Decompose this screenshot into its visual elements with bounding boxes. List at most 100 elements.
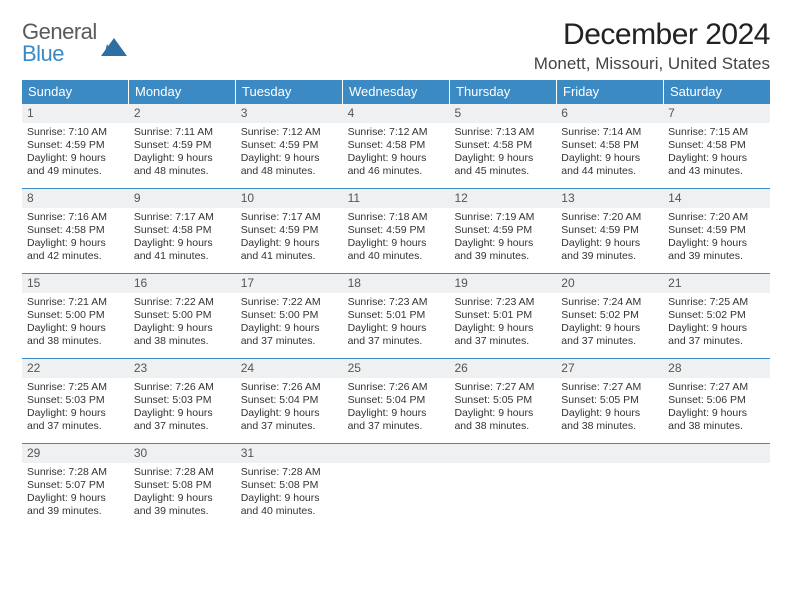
sunrise-text: Sunrise: 7:28 AM (134, 466, 231, 479)
day-number: 25 (343, 359, 450, 378)
day-cell-empty (663, 444, 770, 528)
day-cell-empty (449, 444, 556, 528)
title-block: December 2024 Monett, Missouri, United S… (534, 18, 770, 74)
sunset-text: Sunset: 5:00 PM (27, 309, 124, 322)
week-row: 29Sunrise: 7:28 AMSunset: 5:07 PMDayligh… (22, 443, 770, 528)
sunrise-text: Sunrise: 7:24 AM (561, 296, 658, 309)
sunset-text: Sunset: 4:58 PM (561, 139, 658, 152)
sunrise-text: Sunrise: 7:28 AM (27, 466, 124, 479)
day-cell: 27Sunrise: 7:27 AMSunset: 5:05 PMDayligh… (556, 359, 663, 443)
day-number: 6 (556, 104, 663, 123)
daylight-text: Daylight: 9 hours and 49 minutes. (27, 152, 124, 178)
location-text: Monett, Missouri, United States (534, 54, 770, 74)
calendar-page: General Blue December 2024 Monett, Misso… (0, 0, 792, 538)
sunrise-text: Sunrise: 7:26 AM (241, 381, 338, 394)
weekday-header: Thursday (450, 80, 557, 104)
day-number: 10 (236, 189, 343, 208)
sunset-text: Sunset: 5:04 PM (348, 394, 445, 407)
day-number: 23 (129, 359, 236, 378)
sunrise-text: Sunrise: 7:28 AM (241, 466, 338, 479)
day-cell: 29 Sunrise: 7:28 AMSunset: 5:07 PMDayligh… (22, 444, 129, 528)
daylight-text: Daylight: 9 hours and 37 minutes. (348, 407, 445, 433)
sunrise-text: Sunrise: 7:23 AM (348, 296, 445, 309)
day-number: 22 (22, 359, 129, 378)
day-cell: 24Sunrise: 7:26 AMSunset: 5:04 PMDayligh… (236, 359, 343, 443)
day-cell: 16Sunrise: 7:22 AMSunset: 5:00 PMDayligh… (129, 274, 236, 358)
daylight-text: Daylight: 9 hours and 38 minutes. (561, 407, 658, 433)
sunrise-text: Sunrise: 7:19 AM (454, 211, 551, 224)
weekday-header-row: SundayMondayTuesdayWednesdayThursdayFrid… (22, 80, 770, 104)
daylight-text: Daylight: 9 hours and 39 minutes. (668, 237, 765, 263)
day-number: 17 (236, 274, 343, 293)
day-cell-empty (343, 444, 450, 528)
day-cell: 6Sunrise: 7:14 AMSunset: 4:58 PMDaylight… (556, 104, 663, 188)
weekday-header: Saturday (664, 80, 770, 104)
day-cell: 28Sunrise: 7:27 AMSunset: 5:06 PMDayligh… (663, 359, 770, 443)
daylight-text: Daylight: 9 hours and 37 minutes. (348, 322, 445, 348)
day-number: 8 (22, 189, 129, 208)
logo-word-blue: Blue (22, 41, 64, 66)
sunset-text: Sunset: 5:07 PM (27, 479, 124, 492)
day-cell: 18Sunrise: 7:23 AMSunset: 5:01 PMDayligh… (343, 274, 450, 358)
sunset-text: Sunset: 4:59 PM (241, 139, 338, 152)
sunset-text: Sunset: 4:59 PM (561, 224, 658, 237)
sunrise-text: Sunrise: 7:12 AM (241, 126, 338, 139)
day-cell: 4Sunrise: 7:12 AMSunset: 4:58 PMDaylight… (343, 104, 450, 188)
sunset-text: Sunset: 5:01 PM (348, 309, 445, 322)
day-cell: 22 Sunrise: 7:25 AMSunset: 5:03 PMDayligh… (22, 359, 129, 443)
daylight-text: Daylight: 9 hours and 39 minutes. (454, 237, 551, 263)
sunset-text: Sunset: 5:04 PM (241, 394, 338, 407)
sunset-text: Sunset: 4:59 PM (27, 139, 124, 152)
sunset-text: Sunset: 4:59 PM (348, 224, 445, 237)
sunset-text: Sunset: 5:01 PM (454, 309, 551, 322)
sunrise-text: Sunrise: 7:10 AM (27, 126, 124, 139)
sunrise-text: Sunrise: 7:11 AM (134, 126, 231, 139)
day-cell: 25Sunrise: 7:26 AMSunset: 5:04 PMDayligh… (343, 359, 450, 443)
sunrise-text: Sunrise: 7:25 AM (668, 296, 765, 309)
day-cell: 31Sunrise: 7:28 AMSunset: 5:08 PMDayligh… (236, 444, 343, 528)
sunset-text: Sunset: 5:00 PM (134, 309, 231, 322)
day-cell: 3Sunrise: 7:12 AMSunset: 4:59 PMDaylight… (236, 104, 343, 188)
daylight-text: Daylight: 9 hours and 46 minutes. (348, 152, 445, 178)
day-number: 14 (663, 189, 770, 208)
daylight-text: Daylight: 9 hours and 37 minutes. (134, 407, 231, 433)
week-row: 22Sunrise: 7:25 AMSunset: 5:03 PMDayligh… (22, 358, 770, 443)
daylight-text: Daylight: 9 hours and 38 minutes. (27, 322, 124, 348)
sunrise-text: Sunrise: 7:15 AM (668, 126, 765, 139)
sunrise-text: Sunrise: 7:22 AM (241, 296, 338, 309)
day-cell: 15Sunrise: 7:21 AMSunset: 5:00 PMDayligh… (22, 274, 129, 358)
day-cell: 9Sunrise: 7:17 AMSunset: 4:58 PMDaylight… (129, 189, 236, 273)
daylight-text: Daylight: 9 hours and 37 minutes. (241, 407, 338, 433)
daylight-text: Daylight: 9 hours and 38 minutes. (134, 322, 231, 348)
day-number (663, 444, 770, 463)
sunrise-text: Sunrise: 7:17 AM (241, 211, 338, 224)
day-cell: 23Sunrise: 7:26 AMSunset: 5:03 PMDayligh… (129, 359, 236, 443)
daylight-text: Daylight: 9 hours and 48 minutes. (241, 152, 338, 178)
day-cell: 13Sunrise: 7:20 AMSunset: 4:59 PMDayligh… (556, 189, 663, 273)
day-number: 12 (449, 189, 556, 208)
daylight-text: Daylight: 9 hours and 40 minutes. (241, 492, 338, 518)
week-row: 8Sunrise: 7:16 AMSunset: 4:58 PMDaylight… (22, 188, 770, 273)
sunrise-text: Sunrise: 7:25 AM (27, 381, 124, 394)
daylight-text: Daylight: 9 hours and 39 minutes. (27, 492, 124, 518)
daylight-text: Daylight: 9 hours and 37 minutes. (27, 407, 124, 433)
daylight-text: Daylight: 9 hours and 42 minutes. (27, 237, 124, 263)
week-row: 1Sunrise: 7:10 AMSunset: 4:59 PMDaylight… (22, 104, 770, 188)
logo: General Blue (22, 22, 127, 66)
sunset-text: Sunset: 5:03 PM (134, 394, 231, 407)
day-cell: 12Sunrise: 7:19 AMSunset: 4:59 PMDayligh… (449, 189, 556, 273)
day-number: 19 (449, 274, 556, 293)
sunset-text: Sunset: 5:05 PM (454, 394, 551, 407)
day-number: 29 (22, 444, 129, 463)
day-cell: 19Sunrise: 7:23 AMSunset: 5:01 PMDayligh… (449, 274, 556, 358)
day-number: 28 (663, 359, 770, 378)
day-number: 5 (449, 104, 556, 123)
sunset-text: Sunset: 5:02 PM (668, 309, 765, 322)
weekday-header: Sunday (22, 80, 129, 104)
weekday-header: Tuesday (236, 80, 343, 104)
day-cell: 8Sunrise: 7:16 AMSunset: 4:58 PMDaylight… (22, 189, 129, 273)
sunrise-text: Sunrise: 7:17 AM (134, 211, 231, 224)
day-number: 31 (236, 444, 343, 463)
calendar-grid: SundayMondayTuesdayWednesdayThursdayFrid… (22, 80, 770, 528)
sunset-text: Sunset: 5:03 PM (27, 394, 124, 407)
